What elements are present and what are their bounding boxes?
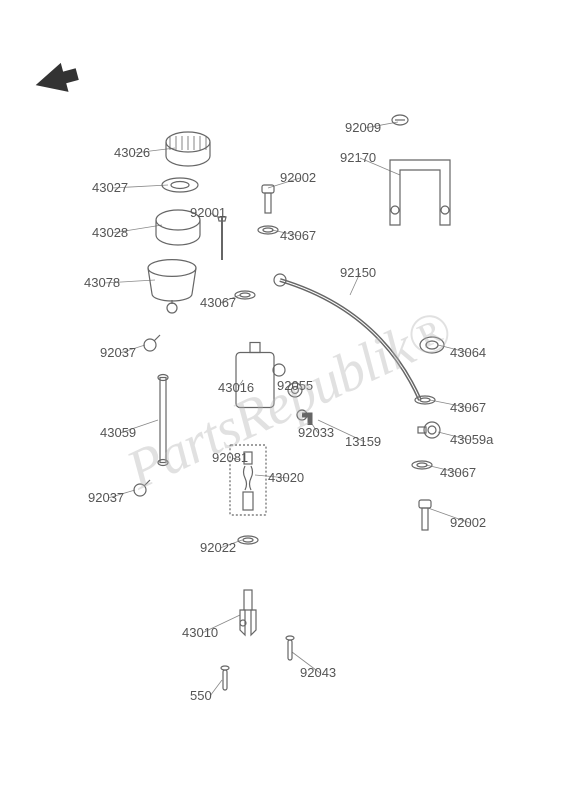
part-bolt-1 xyxy=(262,185,274,213)
diagram-container: 43026 43027 43028 43078 92037 43059 92037 92001… xyxy=(0,0,578,800)
part-fitting xyxy=(297,410,310,425)
part-label-43067_b: 43067 xyxy=(200,295,236,310)
part-label-43067_a: 43067 xyxy=(280,228,316,243)
part-screw-cap xyxy=(392,115,408,125)
part-label-13159: 13159 xyxy=(345,434,381,449)
part-label-92037_b: 92037 xyxy=(88,490,124,505)
part-label-92055: 92055 xyxy=(277,378,313,393)
part-pin xyxy=(286,636,294,660)
part-label-92022: 92022 xyxy=(200,540,236,555)
part-grommet xyxy=(420,337,444,353)
part-label-92033: 92033 xyxy=(298,425,334,440)
part-label-43078: 43078 xyxy=(84,275,120,290)
part-washer-1 xyxy=(258,226,278,234)
part-label-92037: 92037 xyxy=(100,345,136,360)
parts-diagram-svg xyxy=(0,0,578,800)
part-label-43064: 43064 xyxy=(450,345,486,360)
part-label-43059a: 43059a xyxy=(450,432,493,447)
part-label-43010: 43010 xyxy=(182,625,218,640)
part-rod xyxy=(158,375,168,466)
part-label-43067_d: 43067 xyxy=(440,465,476,480)
part-reservoir xyxy=(148,260,196,313)
part-label-43016: 43016 xyxy=(218,380,254,395)
part-label-43026: 43026 xyxy=(114,145,150,160)
part-cap xyxy=(166,132,210,166)
part-washer-2 xyxy=(235,291,255,299)
part-label-43059: 43059 xyxy=(100,425,136,440)
part-bracket xyxy=(390,160,450,225)
part-label-92002_b: 92002 xyxy=(450,515,486,530)
part-label-92009: 92009 xyxy=(345,120,381,135)
part-label-550: 550 xyxy=(190,688,212,703)
part-screw-1 xyxy=(218,217,226,260)
part-cotter-pin xyxy=(221,666,229,690)
part-label-92002: 92002 xyxy=(280,170,316,185)
part-banjo xyxy=(418,422,440,438)
part-label-92150: 92150 xyxy=(340,265,376,280)
part-label-92170: 92170 xyxy=(340,150,376,165)
part-washer-4 xyxy=(412,461,432,469)
part-clip-1 xyxy=(144,335,160,351)
part-label-92001: 92001 xyxy=(190,205,226,220)
part-clip-2 xyxy=(134,480,150,496)
part-bolt-2 xyxy=(419,500,431,530)
part-clevis xyxy=(240,590,256,635)
part-label-92043: 92043 xyxy=(300,665,336,680)
part-label-92081: 92081 xyxy=(212,450,248,465)
part-label-43020: 43020 xyxy=(268,470,304,485)
part-label-43028: 43028 xyxy=(92,225,128,240)
part-label-43067_c: 43067 xyxy=(450,400,486,415)
part-master-cylinder xyxy=(236,343,285,408)
part-label-43027: 43027 xyxy=(92,180,128,195)
